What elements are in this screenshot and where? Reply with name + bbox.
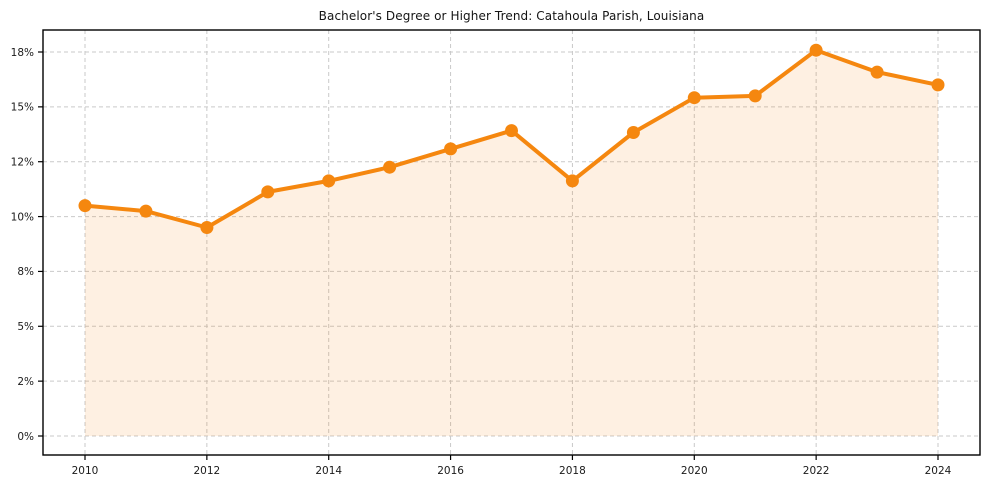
y-tick-label: 12% [11, 157, 34, 169]
x-tick-label: 2014 [315, 465, 342, 477]
data-point-2023 [870, 65, 884, 79]
x-tick-label: 2022 [803, 465, 830, 477]
data-point-2014 [322, 174, 336, 188]
plot-frame [42, 29, 981, 456]
data-point-2010 [78, 199, 92, 213]
data-point-2018 [565, 174, 579, 188]
data-point-2024 [931, 78, 945, 92]
y-tick-label: 15% [11, 102, 34, 114]
x-tick-label: 2016 [437, 465, 464, 477]
y-tick-label: 5% [17, 321, 34, 333]
y-tick-label: 0% [17, 431, 34, 443]
chart-title: Bachelor's Degree or Higher Trend: Catah… [318, 9, 705, 23]
y-tick-label: 10% [11, 211, 34, 223]
data-point-2012 [200, 221, 214, 234]
x-tick-label: 2020 [681, 465, 708, 477]
x-tick-label: 2018 [559, 465, 586, 477]
y-tick-label: 8% [17, 266, 34, 278]
data-point-2015 [383, 160, 397, 174]
x-tick-label: 2012 [193, 465, 220, 477]
data-point-2021 [748, 89, 762, 103]
data-point-2022 [809, 43, 823, 57]
x-tick-label: 2024 [925, 465, 952, 477]
data-point-2013 [261, 185, 275, 199]
y-tick-label: 18% [11, 47, 34, 59]
data-point-2011 [139, 204, 153, 218]
data-point-2019 [626, 126, 640, 139]
y-tick-label: 2% [17, 376, 34, 388]
data-point-2017 [505, 124, 518, 138]
data-point-2016 [444, 142, 458, 156]
area-fill [85, 50, 938, 436]
data-point-2020 [687, 91, 701, 105]
x-tick-label: 2010 [72, 465, 99, 477]
